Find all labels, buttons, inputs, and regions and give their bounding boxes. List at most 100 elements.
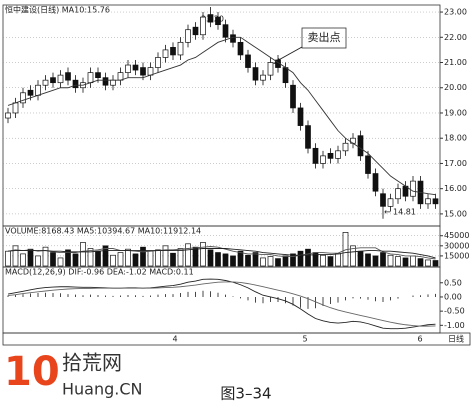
- volume-bar: [200, 242, 206, 267]
- date-axis: [2, 332, 471, 346]
- candle-body: [207, 14, 214, 23]
- candle-body: [185, 29, 191, 43]
- candle-body: [215, 16, 221, 26]
- candle-body: [192, 26, 199, 36]
- volume-bar: [237, 250, 244, 267]
- sell-box: [301, 27, 347, 49]
- caption: 图3–34: [220, 385, 271, 403]
- volume-bar: [170, 252, 176, 267]
- volume-bar: [327, 256, 334, 267]
- volume-bar: [425, 259, 431, 267]
- volume-bar: [290, 253, 296, 267]
- y-tick-label: 18.00: [444, 134, 467, 143]
- volume-bar: [260, 257, 266, 267]
- candle-body: [147, 67, 154, 76]
- candle-body: [177, 41, 184, 56]
- candle-body: [335, 150, 341, 159]
- volume-bar: [12, 245, 19, 267]
- volume-bar: [252, 252, 259, 267]
- volume-bar: [95, 250, 101, 267]
- candle-body: [267, 62, 274, 76]
- macd-panel: [2, 266, 441, 334]
- candle-body: [72, 79, 79, 89]
- candle-body: [342, 142, 349, 152]
- volume-bar: [335, 253, 341, 267]
- candle-body: [395, 188, 401, 200]
- macd-title: MACD(12,26,9) DIF:-0.96 DEA:-1.02 MACD:0…: [5, 268, 194, 277]
- candle-body: [95, 72, 101, 79]
- candle-body: [20, 92, 26, 104]
- candle-body: [387, 198, 394, 207]
- y-tick-label: -1.00: [444, 321, 465, 330]
- volume-bar: [417, 258, 424, 267]
- volume-bar: [372, 255, 379, 267]
- volume-bar: [185, 243, 191, 267]
- volume-bar: [207, 249, 214, 267]
- candle-body: [110, 79, 116, 86]
- candle-body: [170, 47, 176, 56]
- candle-body: [252, 67, 259, 81]
- candle-body: [200, 16, 206, 36]
- volume-bar: [102, 245, 109, 267]
- candle-body: [282, 67, 289, 84]
- volume-bar: [432, 260, 439, 267]
- candle-body: [65, 72, 71, 81]
- ma10-line: [7, 248, 436, 259]
- volume-bar: [132, 253, 139, 267]
- y-tick-label: 21.00: [444, 58, 467, 67]
- volume-bar: [125, 248, 131, 267]
- y-tick-label: 17.00: [444, 159, 467, 168]
- candle-body: [132, 64, 139, 71]
- y-tick-label: 15.00: [444, 209, 467, 218]
- date-label: 4: [172, 335, 177, 344]
- volume-bar: [65, 249, 71, 267]
- candle-body: [12, 102, 19, 114]
- volume-bar: [395, 256, 401, 267]
- low-annotation: 14.81: [393, 208, 416, 217]
- y-tick-label: 15000: [444, 251, 469, 260]
- volume-bar: [387, 254, 394, 267]
- candle-body: [50, 77, 56, 84]
- volume-bar: [155, 249, 161, 267]
- candle-body: [380, 193, 386, 207]
- candle-body: [305, 125, 311, 149]
- volume-title: VOLUME:8168.43 MA5:10394.67 MA10:11912.1…: [5, 227, 201, 236]
- volume-bar: [162, 245, 169, 267]
- y-tick-label: 19.00: [444, 108, 467, 117]
- dea-line: [7, 281, 436, 327]
- candle-body: [222, 24, 229, 38]
- volume-bar: [27, 248, 34, 267]
- volume-bar: [20, 253, 26, 267]
- candle-body: [290, 84, 296, 109]
- candle-body: [312, 147, 319, 164]
- candle-body: [320, 155, 326, 164]
- y-tick-label: 30000: [444, 241, 469, 250]
- y-tick-label: 23.00: [444, 8, 467, 17]
- volume-bar: [380, 252, 386, 267]
- ma10-line: [7, 36, 436, 196]
- candle-body: [42, 79, 49, 86]
- volume-bar: [282, 255, 289, 267]
- low-arrow: ←: [384, 208, 391, 217]
- y-tick-label: 0.00: [444, 292, 462, 301]
- logo-name: 拾荒网: [62, 351, 122, 375]
- candle-body: [245, 54, 251, 68]
- volume-bar: [365, 253, 371, 267]
- candle-body: [357, 135, 364, 157]
- volume-bar: [215, 252, 221, 267]
- y-tick-label: -0.50: [444, 307, 465, 316]
- y-tick-label: 20.00: [444, 83, 467, 92]
- logo-number: 10: [4, 349, 60, 395]
- price-panel: [2, 4, 441, 227]
- candle-body: [372, 173, 379, 192]
- candle-body: [5, 112, 11, 119]
- dif-line: [7, 278, 436, 330]
- volume-bar: [350, 245, 356, 267]
- date-label: 6: [417, 335, 422, 344]
- candle-body: [410, 180, 416, 197]
- price-title: 恒中建设(日线) MA10:15.76: [5, 5, 110, 15]
- candle-body: [432, 198, 439, 205]
- candle-body: [35, 84, 41, 96]
